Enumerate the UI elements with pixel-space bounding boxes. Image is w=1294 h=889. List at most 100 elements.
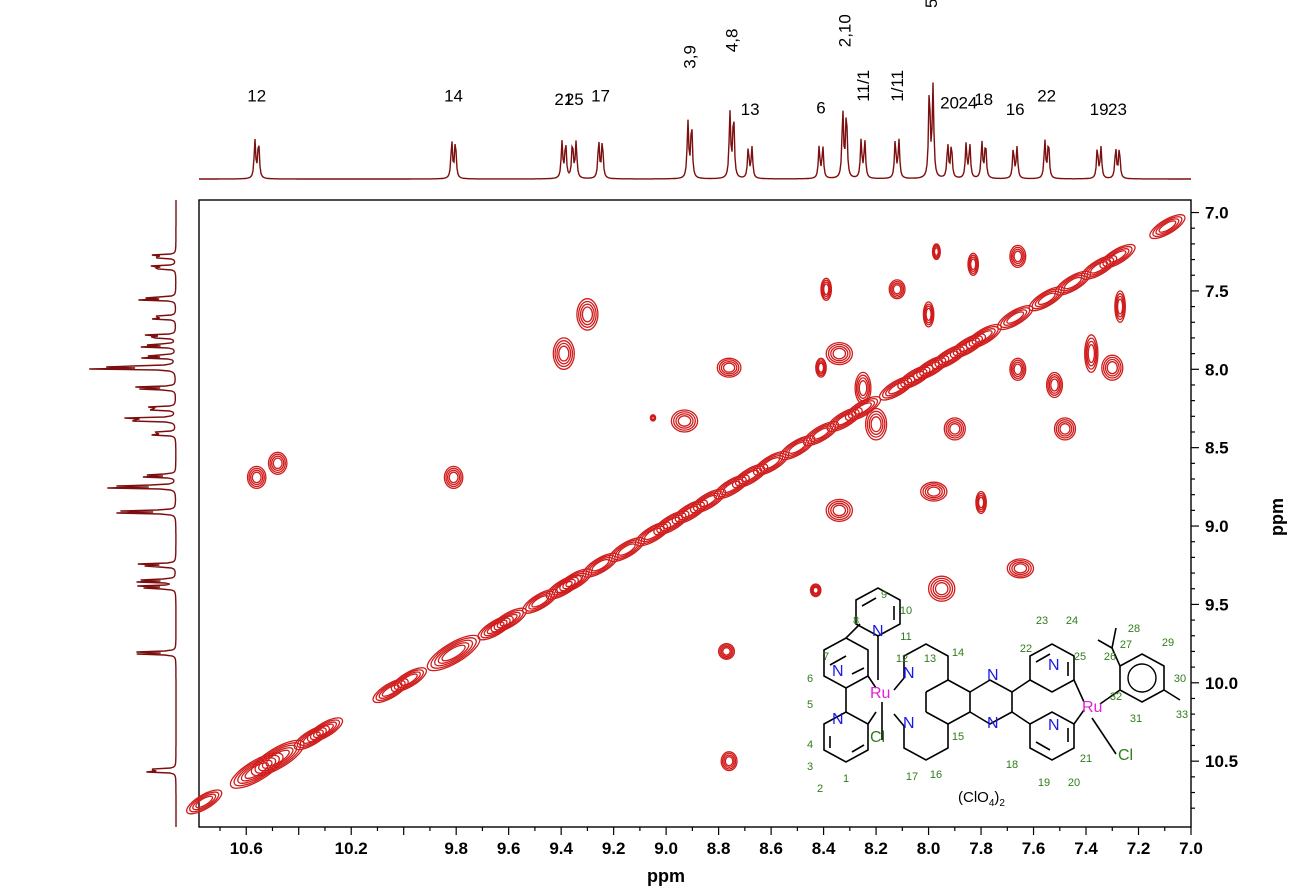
diagonal-peak [437, 642, 470, 664]
cross-peak [892, 284, 902, 295]
diagonal-peak [716, 476, 747, 498]
diagonal-peak [832, 411, 857, 428]
y-tick-label: 7.0 [1205, 204, 1229, 223]
cross-peak [1009, 244, 1027, 269]
diagonal-peak [229, 752, 284, 789]
cross-peak [816, 360, 826, 375]
diagonal-peak [779, 435, 816, 461]
cross-peak [1059, 423, 1071, 435]
diagonal-peak [608, 537, 645, 563]
atom-number: 23 [1036, 615, 1048, 627]
diagonal-peak [1031, 288, 1062, 310]
cross-peak [967, 252, 980, 276]
y-tick-label: 9.0 [1205, 517, 1229, 536]
cross-peak [926, 486, 941, 497]
atom-number: 21 [1080, 753, 1092, 765]
cross-peak [1045, 371, 1064, 399]
cross-peak [1013, 363, 1023, 376]
peak-label: 6 [816, 98, 825, 117]
diagonal-peak [659, 514, 684, 532]
left-projection [89, 200, 177, 827]
diagonal-peak [396, 671, 421, 689]
atom-number: 10 [900, 605, 912, 617]
cross-peak [651, 415, 655, 421]
cross-peak [949, 423, 961, 435]
cross-peak [830, 345, 849, 362]
x-axis-title: ppm [647, 866, 685, 886]
cross-peak [1012, 361, 1024, 378]
cross-peak [933, 245, 940, 258]
diagonal-peak [931, 344, 968, 370]
diagonal-peak [265, 749, 290, 767]
diagonal-peak [1034, 290, 1059, 308]
diagonal-peak [399, 673, 418, 686]
cross-peak [721, 752, 737, 770]
diagonal-peak [565, 574, 584, 588]
diagonal-peak [480, 617, 511, 639]
diagonal-peak [293, 725, 330, 751]
atom-number: 29 [1162, 637, 1174, 649]
atom-labels: Ru Ru N N N N N N N N N Cl Cl [832, 623, 1133, 764]
cross-peak [868, 413, 884, 436]
diagonal-peak [1006, 311, 1025, 324]
cross-peak [670, 409, 699, 433]
diagonal-peak [316, 723, 334, 737]
cross-peak [1116, 295, 1125, 318]
diagonal-peak [296, 727, 327, 749]
cross-peak [975, 490, 987, 515]
y-axis: 7.0 7.5 8.0 8.5 9.0 9.5 10.0 10.5 [1191, 204, 1238, 809]
diagonal-peak [759, 454, 784, 472]
diagonal-peak [1155, 218, 1180, 235]
diagonal-peak [900, 366, 931, 388]
diagonal-peak [614, 541, 639, 558]
cross-peak [832, 504, 847, 517]
diagonal-peak [854, 402, 872, 415]
diagonal-peak [522, 588, 559, 614]
diagonal-peak [390, 667, 428, 693]
cross-peak [870, 416, 882, 433]
cross-peak [933, 247, 939, 257]
diagonal-peak [381, 684, 400, 697]
cross-peak [677, 415, 692, 427]
cross-peak [822, 281, 831, 298]
cross-peak [825, 341, 854, 366]
atom-number: 31 [1130, 713, 1142, 725]
cross-peak [267, 451, 288, 475]
atom-number: 4 [807, 739, 813, 751]
diagonal-peak [913, 355, 950, 381]
atom-number: 7 [823, 651, 829, 663]
x-tick-label: 8.2 [864, 839, 888, 858]
peak-label: 13 [741, 100, 760, 119]
peak-label: 22 [1037, 87, 1056, 106]
cross-peak [932, 579, 951, 598]
atom-number: 19 [1038, 777, 1050, 789]
svg-text:N: N [832, 711, 844, 728]
cross-peak [825, 498, 854, 523]
cross-peak [1010, 246, 1025, 267]
diagonal-peak [637, 523, 669, 545]
y-tick-label: 10.5 [1205, 752, 1238, 771]
svg-text:N: N [832, 663, 844, 680]
cross-peak [864, 407, 888, 441]
diagonal-peak [1054, 270, 1092, 296]
diagonal-peak [847, 398, 879, 419]
cross-peak [823, 283, 830, 296]
cross-peak [930, 577, 954, 600]
diagonal-peak [1057, 272, 1089, 294]
diagonal-peak [1102, 245, 1133, 267]
cross-peak [552, 337, 575, 370]
diagonal-peak [192, 793, 217, 811]
cross-peak [1013, 250, 1023, 263]
cross-peak [448, 471, 459, 484]
diagonal-peak [752, 450, 790, 476]
diagonal-peak [741, 469, 760, 483]
cross-peak [1010, 359, 1025, 380]
diagonal-peak [1158, 220, 1177, 233]
y-tick-label: 8.0 [1205, 360, 1229, 379]
cross-peak [1048, 376, 1061, 394]
diagonal-peak [477, 615, 514, 641]
plot-frame [198, 199, 1192, 828]
diagonal-peak [922, 361, 941, 374]
x-tick-label: 10.6 [230, 839, 263, 858]
diagonal-peak [808, 425, 834, 442]
